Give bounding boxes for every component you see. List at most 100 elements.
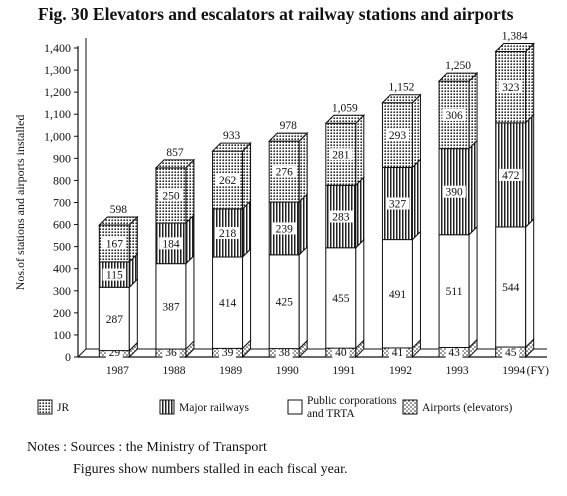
legend-swatch [159, 399, 175, 415]
value-label-bg [498, 281, 523, 294]
floor-corner-line [77, 348, 87, 358]
x-tick-label: 1987 [106, 365, 129, 377]
value-label: 327 [389, 198, 407, 210]
value-label: 29 [109, 347, 121, 359]
bar-side [298, 192, 308, 257]
y-tick-label: 600 [53, 218, 71, 232]
value-label: 276 [276, 167, 294, 179]
y-tick-label: 1,100 [44, 107, 71, 121]
bar-side [525, 113, 535, 229]
value-label-bg [102, 268, 127, 281]
bar-side [242, 141, 252, 211]
legend-label: and TRTA [307, 408, 355, 420]
y-tick-label: 1,000 [44, 129, 71, 143]
value-label: 36 [165, 347, 177, 359]
value-label-bg [442, 108, 466, 121]
value-label: 38 [278, 347, 290, 359]
bar-side [185, 158, 195, 225]
value-label-bg [388, 346, 406, 358]
bar-top [324, 114, 366, 124]
value-label-bg [102, 237, 127, 250]
value-label: 323 [502, 82, 520, 94]
y-tick-label: 500 [53, 240, 71, 254]
y-tick-label: 900 [53, 151, 71, 165]
value-label: 287 [106, 314, 124, 326]
y-tick-label: 1,400 [44, 41, 71, 55]
value-label-bg [272, 295, 296, 308]
bar-side [525, 42, 535, 125]
value-label: 45 [505, 347, 517, 359]
x-tick-label: 1990 [276, 365, 299, 377]
x-tick-label: 1994 [502, 365, 525, 377]
value-label: 239 [276, 223, 294, 235]
legend-swatch [402, 399, 418, 415]
bar-side [355, 114, 365, 187]
legend-label: Public corporations [307, 395, 397, 407]
value-label-bg [159, 300, 183, 313]
value-label-bg [272, 222, 296, 235]
x-tick-label: 1992 [389, 365, 412, 377]
x-tick-label: 1989 [219, 365, 242, 377]
bar-side [525, 217, 535, 349]
x-tick-label: 1991 [332, 365, 355, 377]
value-label-bg [332, 346, 350, 358]
legend-label: JR [57, 402, 69, 414]
y-tick-label: 800 [53, 173, 71, 187]
bar-side [468, 225, 478, 349]
value-label: 283 [332, 212, 350, 224]
bar-side [468, 139, 478, 236]
value-label: 491 [389, 289, 407, 301]
value-label: 455 [332, 293, 350, 305]
y-tick-label: 300 [53, 284, 71, 298]
total-label: 1,384 [502, 31, 528, 43]
value-label: 306 [445, 110, 463, 122]
total-label: 1,250 [445, 60, 471, 72]
value-label-bg [502, 346, 520, 358]
value-label: 250 [162, 190, 180, 202]
x-unit-label: (FY) [527, 365, 550, 377]
bar-top [494, 43, 535, 53]
value-label-bg [219, 346, 237, 358]
legend-swatch [287, 399, 303, 415]
value-label: 39 [222, 347, 234, 359]
value-label: 281 [332, 149, 350, 161]
source-note: Notes : Sources : the Ministry of Transp… [27, 440, 267, 455]
value-label: 43 [448, 347, 460, 359]
value-label-bg [159, 237, 183, 250]
bar-side [242, 199, 252, 259]
y-tick-label: 100 [53, 328, 71, 342]
value-label: 511 [446, 286, 463, 298]
value-label-bg [215, 226, 240, 239]
bar-side [355, 176, 365, 249]
value-label: 390 [445, 187, 463, 199]
total-label: 598 [110, 204, 128, 216]
value-label-bg [329, 210, 353, 223]
value-label: 167 [106, 238, 124, 250]
y-tick-label: 1,200 [44, 85, 71, 99]
bar-side [298, 131, 308, 204]
value-label-bg [498, 81, 523, 94]
bar-top [437, 72, 479, 82]
legend-swatch [37, 399, 53, 415]
value-label-bg [385, 287, 410, 300]
total-label: 857 [166, 147, 184, 159]
bar-side [128, 278, 138, 352]
bar-top [98, 216, 139, 226]
value-label-bg [442, 285, 466, 298]
bar-top [267, 132, 309, 142]
total-label: 978 [280, 120, 298, 132]
value-label: 293 [389, 130, 407, 142]
value-label-bg [442, 185, 466, 198]
value-label: 115 [106, 270, 123, 282]
value-label: 40 [335, 347, 347, 359]
value-label-bg [329, 291, 353, 304]
y-tick-label: 400 [53, 262, 71, 276]
value-label: 184 [162, 238, 180, 250]
value-label-bg [159, 189, 183, 202]
y-tick-label: 200 [53, 306, 71, 320]
y-tick-label: 0 [65, 350, 71, 364]
value-label: 414 [219, 298, 237, 310]
value-label: 387 [162, 301, 180, 313]
value-label: 425 [276, 297, 294, 309]
x-tick-label: 1993 [446, 365, 469, 377]
